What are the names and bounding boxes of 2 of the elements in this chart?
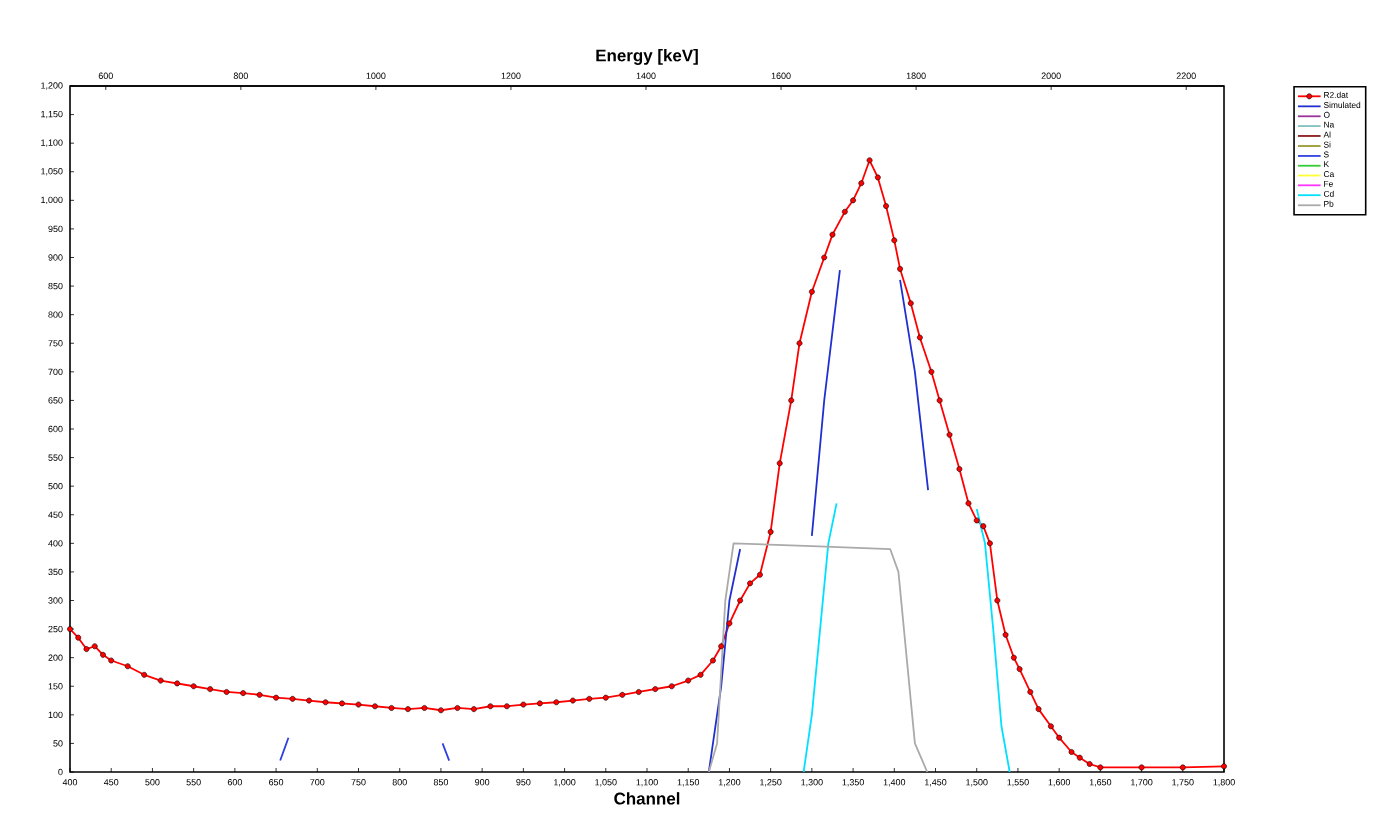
x2-axis-title: Energy [keV] <box>596 49 698 65</box>
x-axis-title: Channel <box>614 792 680 805</box>
